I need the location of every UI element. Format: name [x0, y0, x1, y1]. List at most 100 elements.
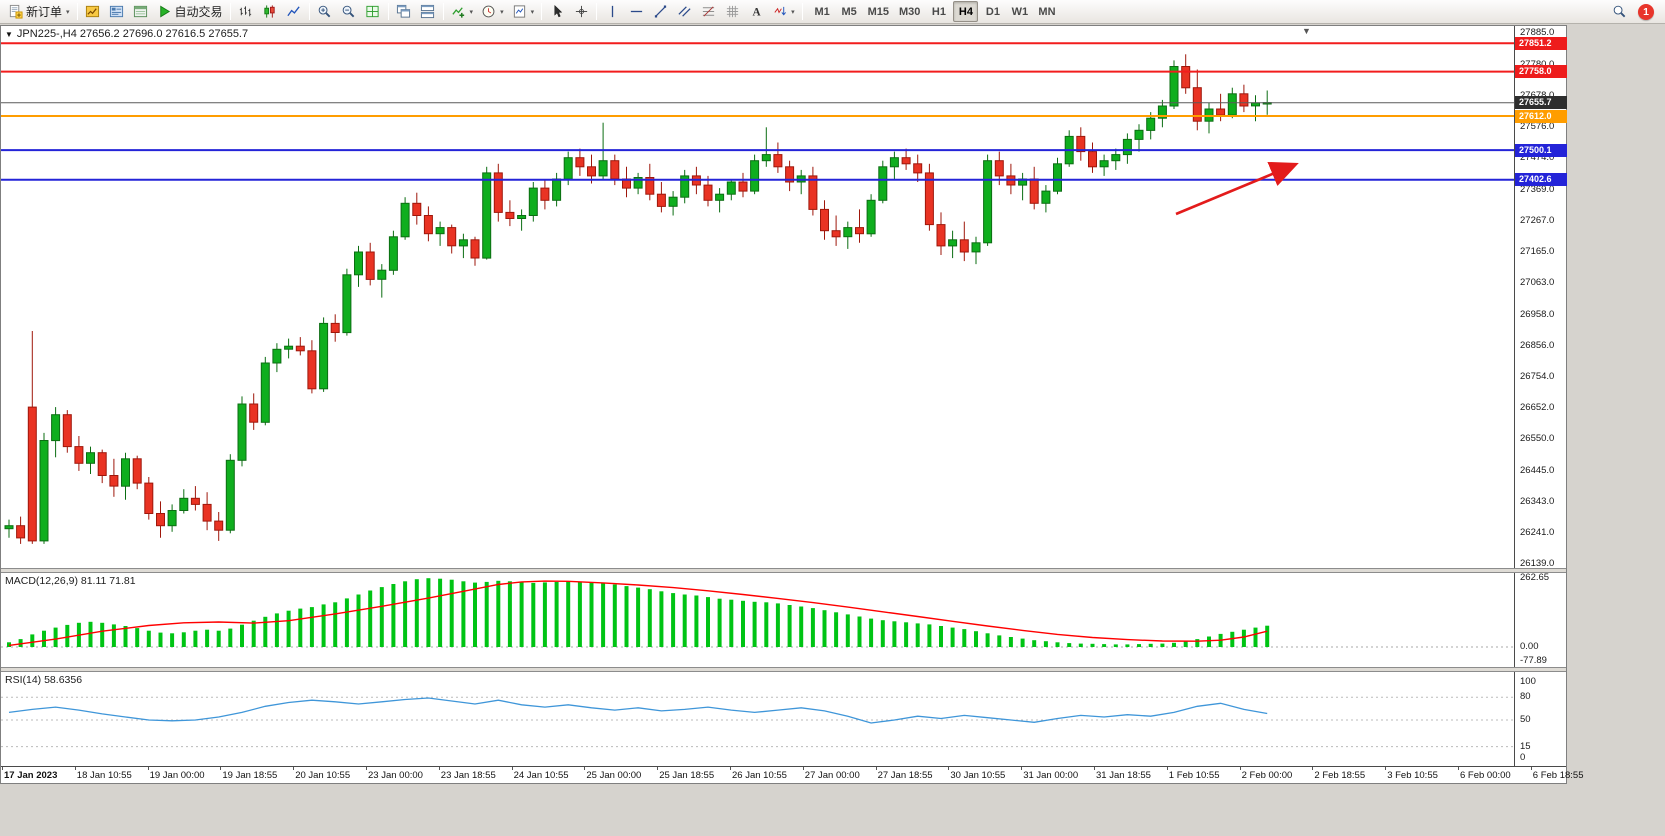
price-scale[interactable]: 27885.0 27780.0 27678.0 27576.0 27474.0 27369… — [1514, 26, 1567, 766]
market-watch-icon — [85, 5, 100, 18]
dropdown-caret-icon: ▾ — [500, 8, 504, 16]
zoom-in-icon — [318, 5, 331, 18]
chart-line-button[interactable] — [282, 1, 306, 22]
price-scale-label: 26139.0 — [1520, 558, 1555, 569]
cascade-windows-button[interactable] — [392, 1, 416, 22]
arrows-button[interactable]: ▾ — [768, 1, 799, 22]
new-order-button[interactable]: 新订单 ▾ — [4, 1, 74, 22]
market-watch-button[interactable] — [81, 1, 105, 22]
toolbar-separator — [442, 3, 444, 20]
time-axis-label: 23 Jan 18:55 — [440, 770, 496, 781]
arrows-icon — [774, 6, 787, 16]
time-axis-tick — [875, 767, 877, 770]
toolbar-separator — [76, 3, 78, 20]
autotrade-button-label: 自动交易 — [174, 5, 223, 19]
rsi-scale-label: 80 — [1520, 691, 1531, 703]
chart-candles-button[interactable] — [258, 1, 282, 22]
zoom-in-button[interactable] — [313, 1, 337, 22]
time-axis-label: 31 Jan 00:00 — [1023, 770, 1079, 781]
timeframe-h4[interactable]: H4 — [953, 1, 979, 22]
grid-button[interactable] — [720, 1, 744, 22]
text-icon: A — [752, 7, 761, 19]
zoom-out-button[interactable] — [337, 1, 361, 22]
price-scale-label: 27885.0 — [1520, 27, 1555, 38]
price-scale-label: 27369.0 — [1520, 183, 1555, 195]
timeframe-m30[interactable]: M30 — [899, 5, 921, 18]
timeframe-m1[interactable]: M1 — [814, 5, 830, 18]
toolbar-separator — [387, 3, 389, 20]
time-axis-label: 3 Feb 10:55 — [1387, 770, 1438, 781]
macd-label: MACD(12,26,9) 81.11 71.81 — [5, 575, 136, 587]
search-button[interactable] — [1607, 1, 1631, 22]
grid-icon — [726, 5, 738, 18]
hline-icon — [630, 10, 642, 13]
price-scale-label: 26550.0 — [1520, 433, 1555, 444]
crosshair-button[interactable] — [569, 1, 593, 22]
chart-symbol-label: ▼ JPN225-,H4 27656.2 27696.0 27616.5 276… — [5, 28, 248, 40]
tile-horizontal-button[interactable] — [416, 1, 440, 22]
price-scale-label: 26445.0 — [1520, 464, 1555, 476]
terminal-button[interactable] — [129, 1, 153, 22]
tile-windows-button[interactable] — [361, 1, 385, 22]
trendline-icon — [654, 5, 666, 18]
time-axis-label: 19 Jan 00:00 — [149, 770, 205, 781]
time-axis-tick — [1530, 767, 1532, 770]
chart-line-icon — [287, 6, 300, 17]
chart-window: ▼ JPN225-,H4 27656.2 27696.0 27616.5 276… — [0, 25, 1584, 784]
chart-shift-marker[interactable]: ▼ — [1302, 26, 1311, 36]
chart-bars-button[interactable] — [234, 1, 258, 22]
timeframe-mn[interactable]: MN — [1038, 5, 1056, 18]
toolbar-separator — [801, 3, 803, 20]
macd-canvas[interactable] — [1, 573, 1514, 667]
rsi-canvas[interactable] — [1, 672, 1514, 766]
timeframe-w1[interactable]: W1 — [1011, 5, 1029, 18]
dropdown-caret-icon: ▾ — [530, 8, 535, 16]
navigator-button[interactable] — [105, 1, 129, 22]
time-axis[interactable]: 17 Jan 2023 18 Jan 10:55 19 Jan 00:00 19 Ja… — [1, 766, 1584, 783]
timeframe-m15[interactable]: M15 — [867, 5, 890, 18]
pane-divider[interactable] — [1, 568, 1566, 573]
cursor-icon — [554, 4, 562, 18]
periods-button[interactable]: ▾ — [477, 1, 508, 22]
time-axis-label: 6 Feb 00:00 — [1460, 770, 1511, 781]
text-button[interactable]: A — [744, 1, 768, 22]
time-axis-label: 25 Jan 00:00 — [586, 770, 642, 781]
price-line-badge: 27655.7 — [1515, 96, 1567, 110]
time-axis-label: 26 Jan 10:55 — [732, 770, 787, 781]
macd-pane[interactable]: MACD(12,26,9) 81.11 71.81 — [1, 573, 1566, 667]
timeframe-d1[interactable]: D1 — [985, 5, 1000, 18]
indicators-button[interactable]: ▾ — [447, 1, 478, 22]
time-axis-tick — [1312, 767, 1314, 770]
time-axis-tick — [1385, 767, 1387, 770]
time-axis-tick — [147, 767, 149, 770]
autotrade-button[interactable]: 自动交易 — [153, 1, 227, 22]
rsi-pane[interactable]: RSI(14) 58.6356 — [1, 672, 1566, 766]
cursor-button[interactable] — [545, 1, 569, 22]
price-scale-label: 26856.0 — [1520, 339, 1555, 351]
time-axis-tick — [438, 767, 440, 770]
macd-scale-label: -77.89 — [1520, 655, 1547, 666]
fibonacci-button[interactable] — [696, 1, 720, 22]
timeframe-m5[interactable]: M5 — [841, 5, 857, 18]
time-axis-tick — [584, 767, 586, 770]
trendline-button[interactable] — [648, 1, 672, 22]
timeframe-h1[interactable]: H1 — [931, 5, 946, 18]
chart-collapse-icon[interactable]: ▼ — [5, 29, 13, 39]
vertical-line-button[interactable] — [600, 1, 624, 22]
templates-button[interactable]: ▾ — [508, 1, 539, 22]
dropdown-caret-icon: ▾ — [469, 8, 474, 16]
price-scale-label: 27780.0 — [1520, 59, 1554, 70]
time-axis-tick — [1021, 767, 1023, 770]
time-axis-tick — [1094, 767, 1095, 770]
price-pane[interactable]: ▼ JPN225-,H4 27656.2 27696.0 27616.5 276… — [1, 26, 1566, 568]
pane-divider[interactable] — [1, 667, 1566, 672]
time-axis-label: 20 Jan 10:55 — [295, 770, 351, 781]
notification-badge[interactable]: 1 — [1638, 3, 1654, 20]
horizontal-line-button[interactable] — [624, 1, 648, 22]
window-tile-icon — [420, 4, 435, 19]
fibonacci-icon — [702, 6, 714, 17]
vline-icon — [611, 5, 613, 18]
price-chart-canvas[interactable] — [1, 26, 1514, 568]
time-axis-tick — [511, 767, 513, 770]
channel-button[interactable] — [672, 1, 696, 22]
